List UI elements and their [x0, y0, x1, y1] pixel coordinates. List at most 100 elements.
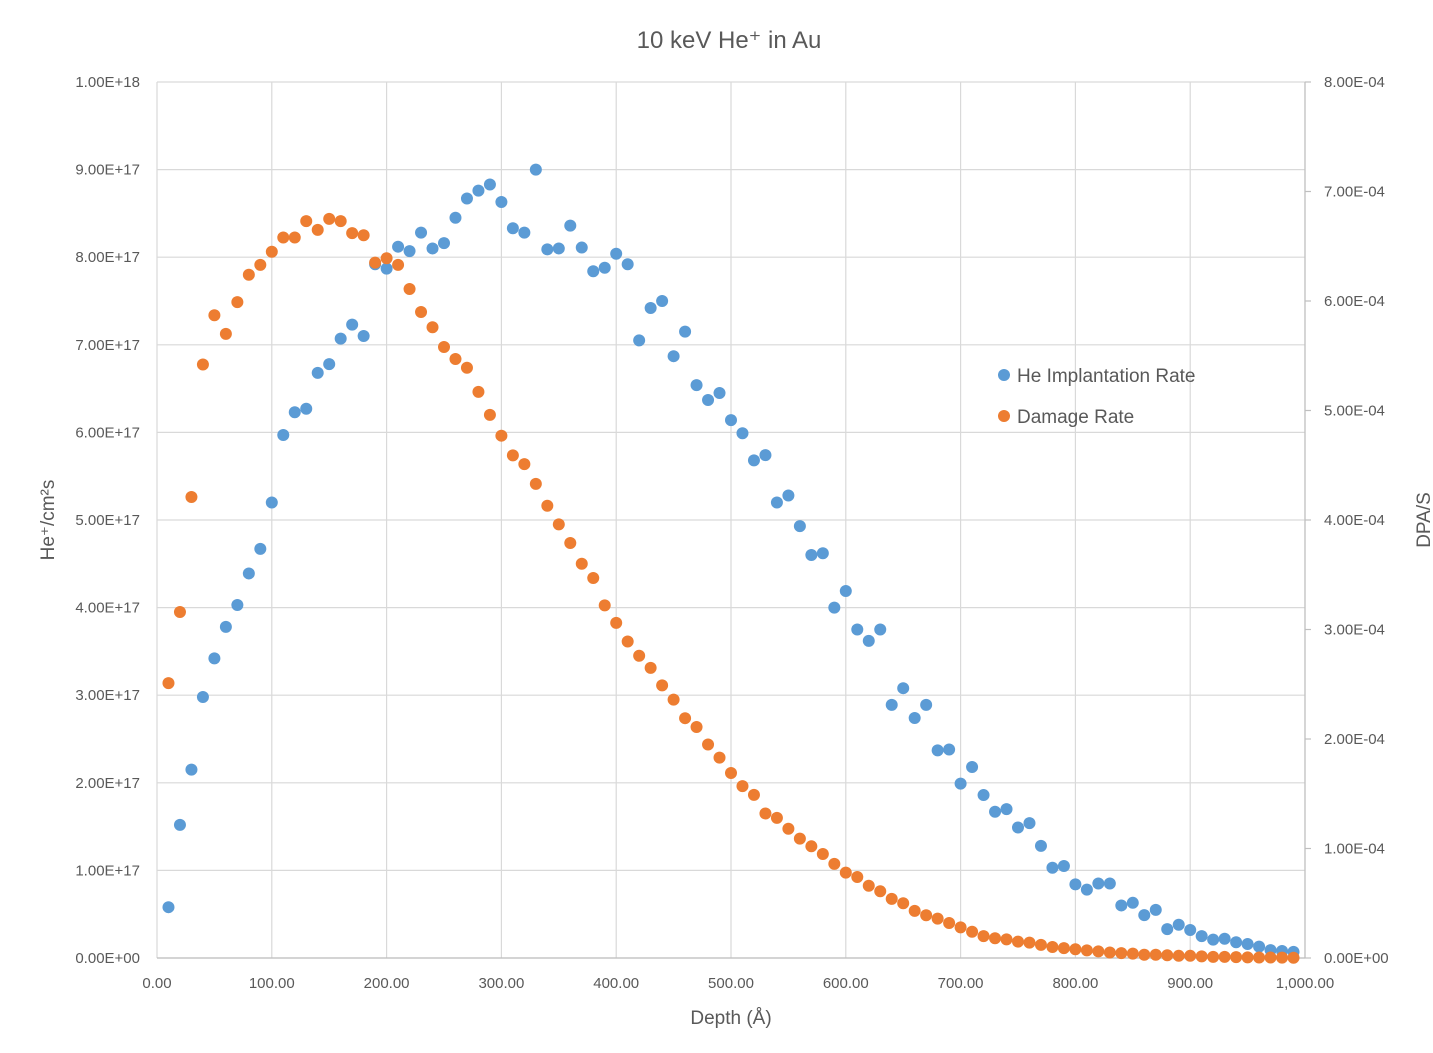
damage-rate-point	[610, 616, 623, 629]
he-implantation-point	[977, 789, 990, 802]
x-tick-label: 700.00	[938, 975, 984, 992]
he-implantation-point	[1046, 861, 1059, 874]
damage-rate-point	[541, 499, 554, 512]
he-implantation-point	[392, 240, 405, 253]
damage-rate-point	[1287, 951, 1300, 964]
he-implantation-point	[277, 429, 290, 442]
damage-rate-point	[1138, 948, 1151, 961]
he-implantation-point	[552, 242, 565, 255]
damage-rate-point	[242, 268, 255, 281]
he-implantation-point	[472, 184, 485, 197]
y2-tick-label: 7.00E-04	[1324, 184, 1385, 201]
he-implantation-point	[679, 325, 692, 338]
damage-rate-point	[897, 897, 910, 910]
he-implantation-point	[495, 196, 508, 209]
damage-rate-point	[483, 408, 496, 421]
damage-rate-point	[529, 477, 542, 490]
he-implantation-point	[518, 226, 531, 239]
he-implantation-point	[816, 547, 829, 560]
he-implantation-point	[185, 763, 198, 776]
y-tick-label: 4.00E+17	[75, 600, 140, 617]
x-tick-label: 900.00	[1167, 975, 1213, 992]
y-tick-label: 0.00E+00	[75, 950, 140, 967]
damage-rate-point	[1253, 951, 1266, 964]
he-implantation-point	[460, 192, 473, 205]
damage-rate-point	[1115, 947, 1128, 960]
damage-rate-point	[265, 245, 278, 258]
y-tick-label: 9.00E+17	[75, 162, 140, 179]
he-implantation-point	[920, 698, 933, 711]
he-implantation-point	[219, 620, 232, 633]
he-implantation-point	[702, 393, 715, 406]
damage-rate-point	[736, 780, 749, 793]
damage-rate-point	[231, 296, 244, 309]
damage-rate-point	[908, 904, 921, 917]
he-implantation-point	[575, 241, 588, 254]
damage-rate-point	[1000, 933, 1013, 946]
x-tick-label: 300.00	[478, 975, 524, 992]
damage-rate-point	[415, 305, 428, 318]
y-tick-label: 7.00E+17	[75, 337, 140, 354]
he-implantation-point	[311, 366, 324, 379]
he-implantation-point	[759, 449, 772, 462]
he-implantation-point	[793, 520, 806, 533]
damage-rate-point	[438, 340, 450, 353]
damage-rate-point	[1149, 948, 1162, 961]
damage-rate-point	[644, 661, 657, 674]
damage-rate-point	[518, 458, 531, 471]
y2-tick-label: 5.00E-04	[1324, 403, 1385, 420]
he-implantation-point	[1034, 839, 1047, 852]
damage-rate-point	[954, 921, 967, 934]
damage-rate-point	[989, 932, 1002, 945]
he-implantation-point	[415, 226, 428, 239]
damage-rate-point	[816, 847, 829, 860]
legend: He Implantation Rate Damage Rate	[998, 366, 1196, 428]
he-implantation-point	[449, 211, 462, 224]
he-implantation-point	[1149, 903, 1162, 916]
he-implantation-point	[644, 302, 657, 315]
damage-rate-point	[1092, 945, 1105, 958]
he-implantation-point	[851, 623, 864, 636]
he-implantation-point	[782, 489, 795, 502]
damage-rate-point	[495, 429, 508, 442]
he-implantation-point	[483, 178, 496, 191]
damage-rate-point	[759, 807, 772, 820]
damage-rate-point	[1207, 950, 1220, 963]
damage-rate-point	[920, 909, 933, 922]
he-implantation-point	[196, 690, 209, 703]
y2-tick-label: 1.00E-04	[1324, 841, 1385, 858]
damage-rate-point	[460, 361, 473, 374]
he-implantation-point	[598, 261, 611, 274]
damage-rate-point	[621, 635, 634, 648]
he-implantation-point	[426, 242, 439, 255]
he-implantation-point	[564, 219, 577, 232]
he-implantation-point	[805, 549, 818, 562]
he-implantation-point	[656, 295, 669, 307]
damage-rate-point	[334, 215, 347, 228]
y-tick-label: 1.00E+17	[75, 862, 140, 879]
he-implantation-point	[1115, 899, 1128, 912]
y-tick-label: 8.00E+17	[75, 249, 140, 266]
he-implantation-point	[208, 652, 221, 665]
he-implantation-point	[334, 332, 347, 345]
y2-tick-label: 4.00E-04	[1324, 512, 1385, 529]
damage-rate-point	[552, 518, 565, 531]
legend-marker-damage-rate	[998, 410, 1010, 422]
damage-rate-point	[1172, 949, 1185, 962]
he-implantation-point	[1092, 877, 1105, 890]
x-tick-label: 400.00	[593, 975, 639, 992]
he-implantation-point	[438, 237, 450, 250]
y-tick-label: 1.00E+18	[75, 74, 140, 91]
y2-axis-title: DPA/S	[1414, 492, 1433, 548]
he-implantation-point	[828, 601, 841, 614]
he-implantation-point	[931, 744, 944, 757]
damage-rate-point	[288, 231, 301, 244]
damage-rate-point	[977, 930, 990, 943]
he-implantation-point	[529, 163, 542, 176]
he-implantation-point	[667, 350, 680, 363]
y2-tick-labels: 0.00E+00 1.00E-04 2.00E-04 3.00E-04 4.00E-04…	[1324, 74, 1389, 967]
damage-rate-point	[851, 870, 864, 883]
he-implantation-point	[1230, 936, 1243, 949]
he-implantation-point	[254, 542, 267, 555]
